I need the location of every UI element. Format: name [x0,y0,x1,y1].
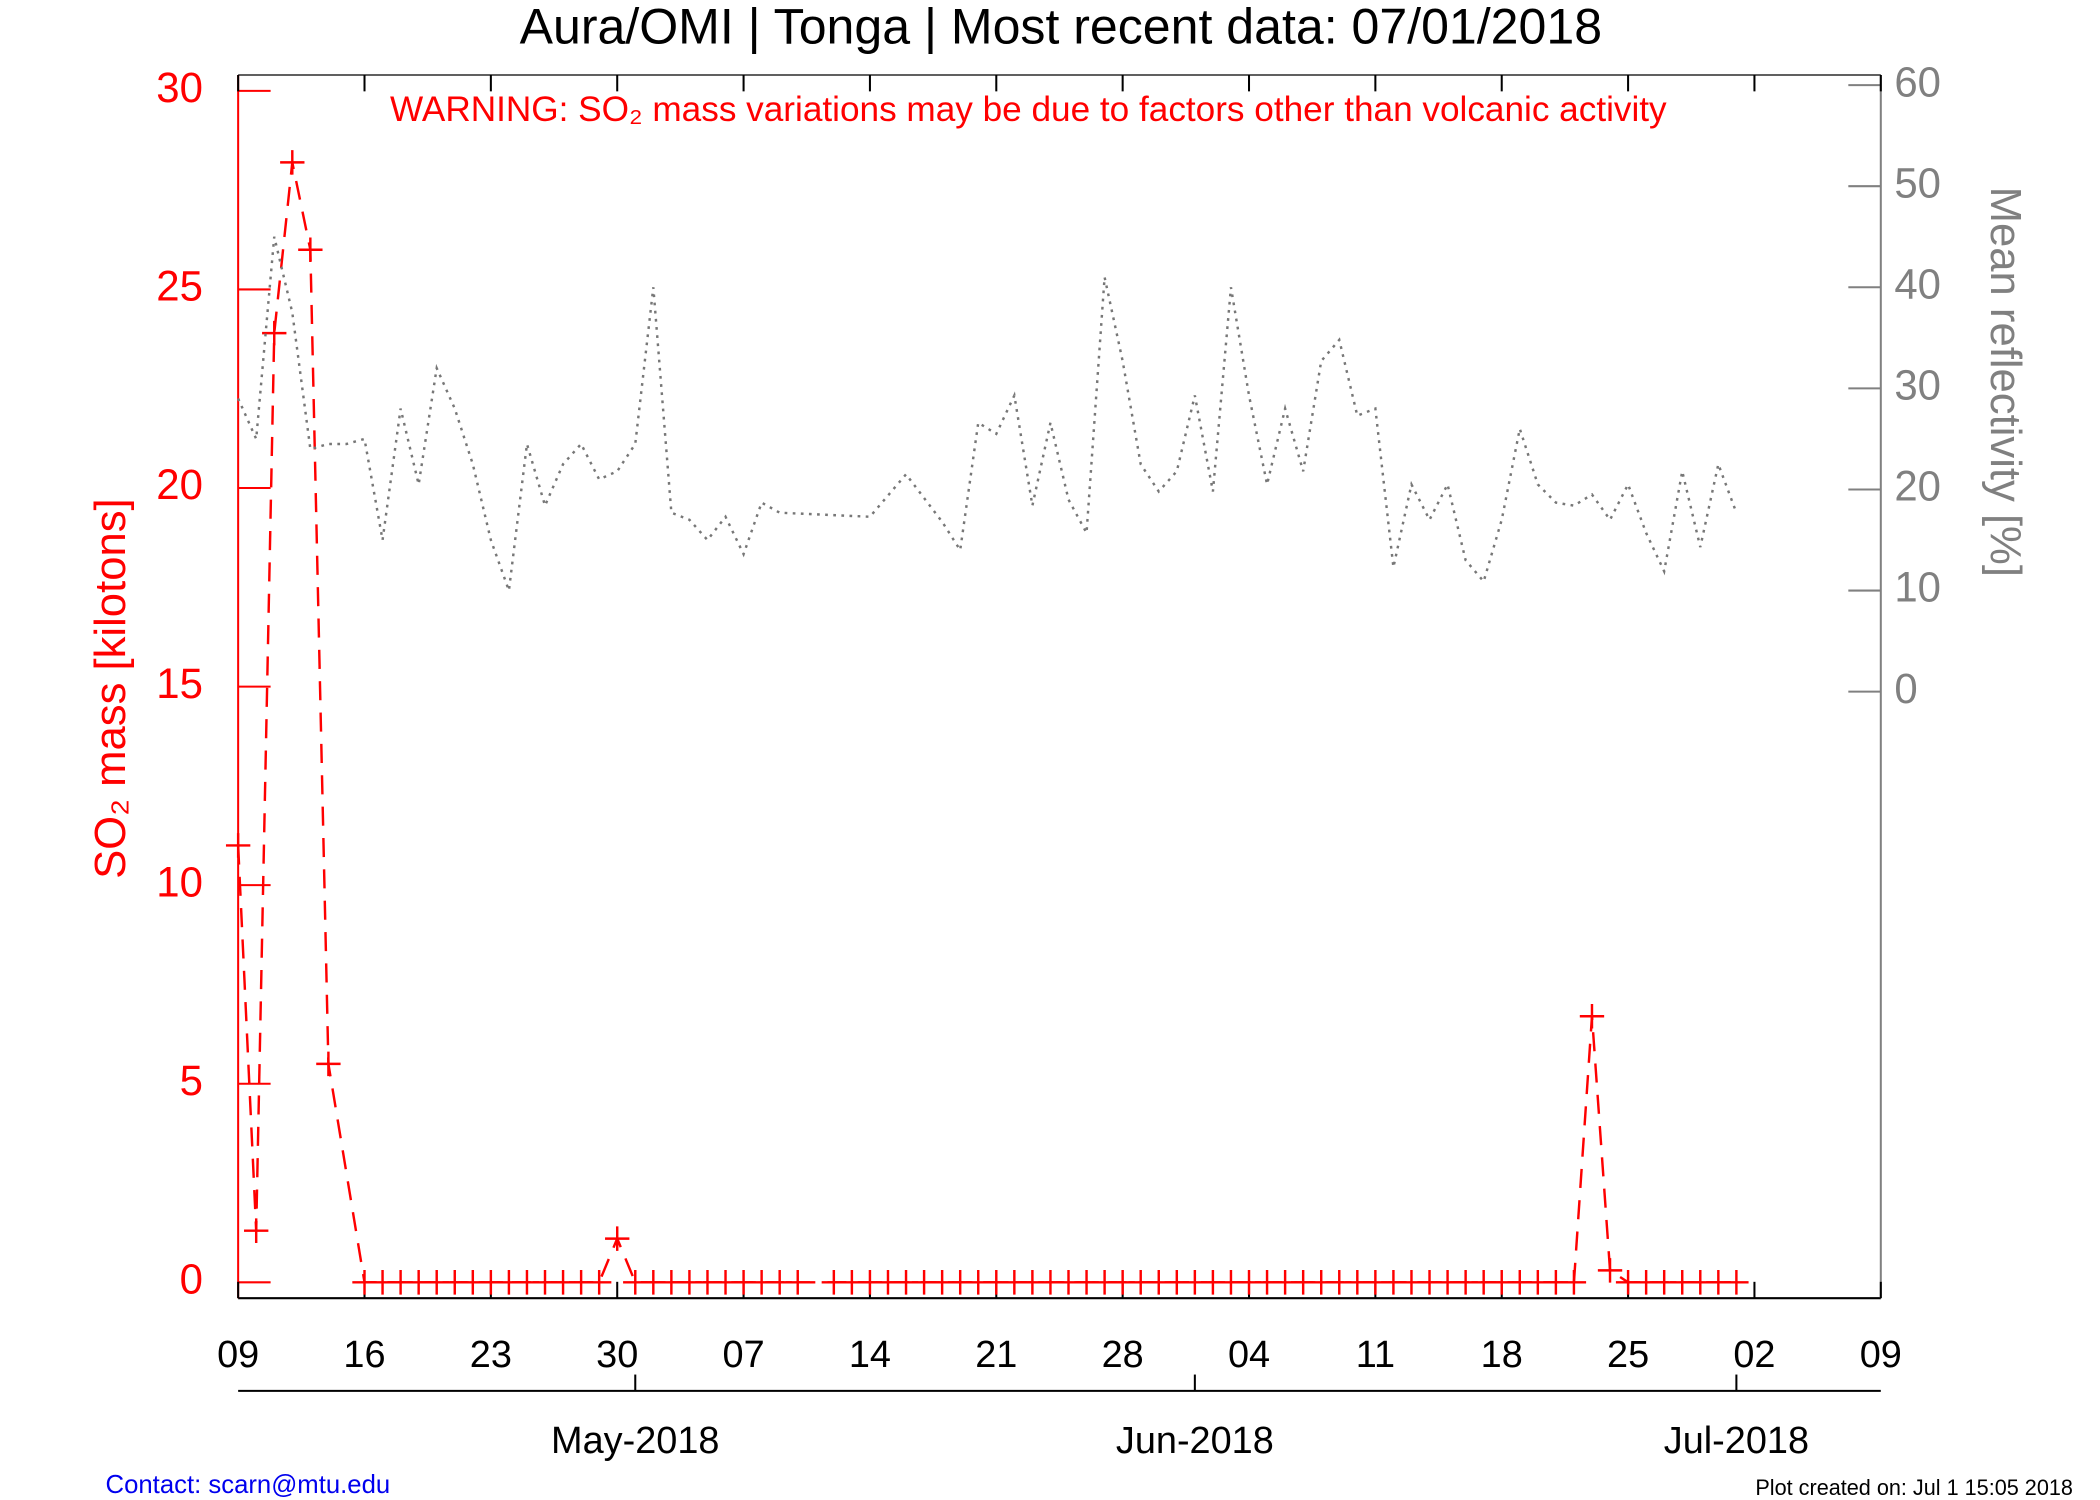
month-label: May-2018 [551,1420,719,1462]
x-tick-label: 11 [1356,1334,1395,1376]
y2-tick-label: 40 [1894,260,1941,307]
y2-axis-label: Mean reflectivity [%] [1981,187,2029,577]
y-tick-label: 20 [156,461,203,508]
y-tick-label: 5 [180,1057,203,1104]
contact-footer: Contact: scarn@mtu.edu [106,1471,391,1499]
x-tick-label: 30 [596,1334,638,1376]
so2-marker [1561,1270,1587,1295]
y2-tick-label: 20 [1894,462,1941,509]
so2-marker [785,1270,810,1295]
y2-tick-label: 0 [1894,665,1917,712]
x-tick-label: 18 [1481,1334,1523,1376]
x-tick-label: 14 [849,1334,891,1376]
so2-marker [280,150,305,175]
y2-tick-label: 10 [1894,564,1941,611]
y-tick-label: 15 [156,660,203,707]
x-tick-label: 07 [723,1334,765,1376]
so2-marker [244,1218,269,1243]
so2-marker [586,1270,612,1295]
y-tick-label: 30 [156,64,203,111]
y2-tick-label: 50 [1894,159,1941,206]
so2-marker [225,833,251,858]
created-footer: Plot created on: Jul 1 15:05 2018 [1755,1475,2073,1500]
y2-tick-label: 60 [1894,58,1941,105]
chart-title: Aura/OMI | Tonga | Most recent data: 07/… [520,0,1602,54]
month-label: Jul-2018 [1664,1420,1809,1462]
x-tick-label: 09 [217,1334,259,1376]
y-axis-label: SO₂ mass [kilotons] [87,498,135,879]
x-tick-label: 23 [470,1334,512,1376]
x-tick-label: 02 [1733,1334,1775,1376]
x-tick-label: 04 [1228,1334,1270,1376]
x-tick-label: 09 [1860,1334,1902,1376]
so2-marker [1597,1258,1623,1283]
y-tick-label: 0 [180,1255,203,1302]
so2-marker [262,320,287,346]
so2-marker [298,237,323,263]
so2-marker [605,1226,630,1251]
so2-marker [1579,1003,1605,1029]
so2-marker [316,1051,341,1077]
reflectivity-line [237,236,1738,591]
x-tick-label: 21 [975,1334,1017,1376]
y2-tick-label: 30 [1894,361,1941,408]
y-tick-label: 25 [156,262,203,309]
x-tick-label: 25 [1607,1334,1649,1376]
month-label: Jun-2018 [1116,1420,1274,1462]
y-tick-label: 10 [156,858,203,905]
so2-marker [1724,1270,1749,1295]
x-tick-label: 16 [343,1334,385,1376]
x-tick-label: 28 [1102,1334,1144,1376]
warning-annotation: WARNING: SO₂ mass variations may be due … [390,90,1667,129]
